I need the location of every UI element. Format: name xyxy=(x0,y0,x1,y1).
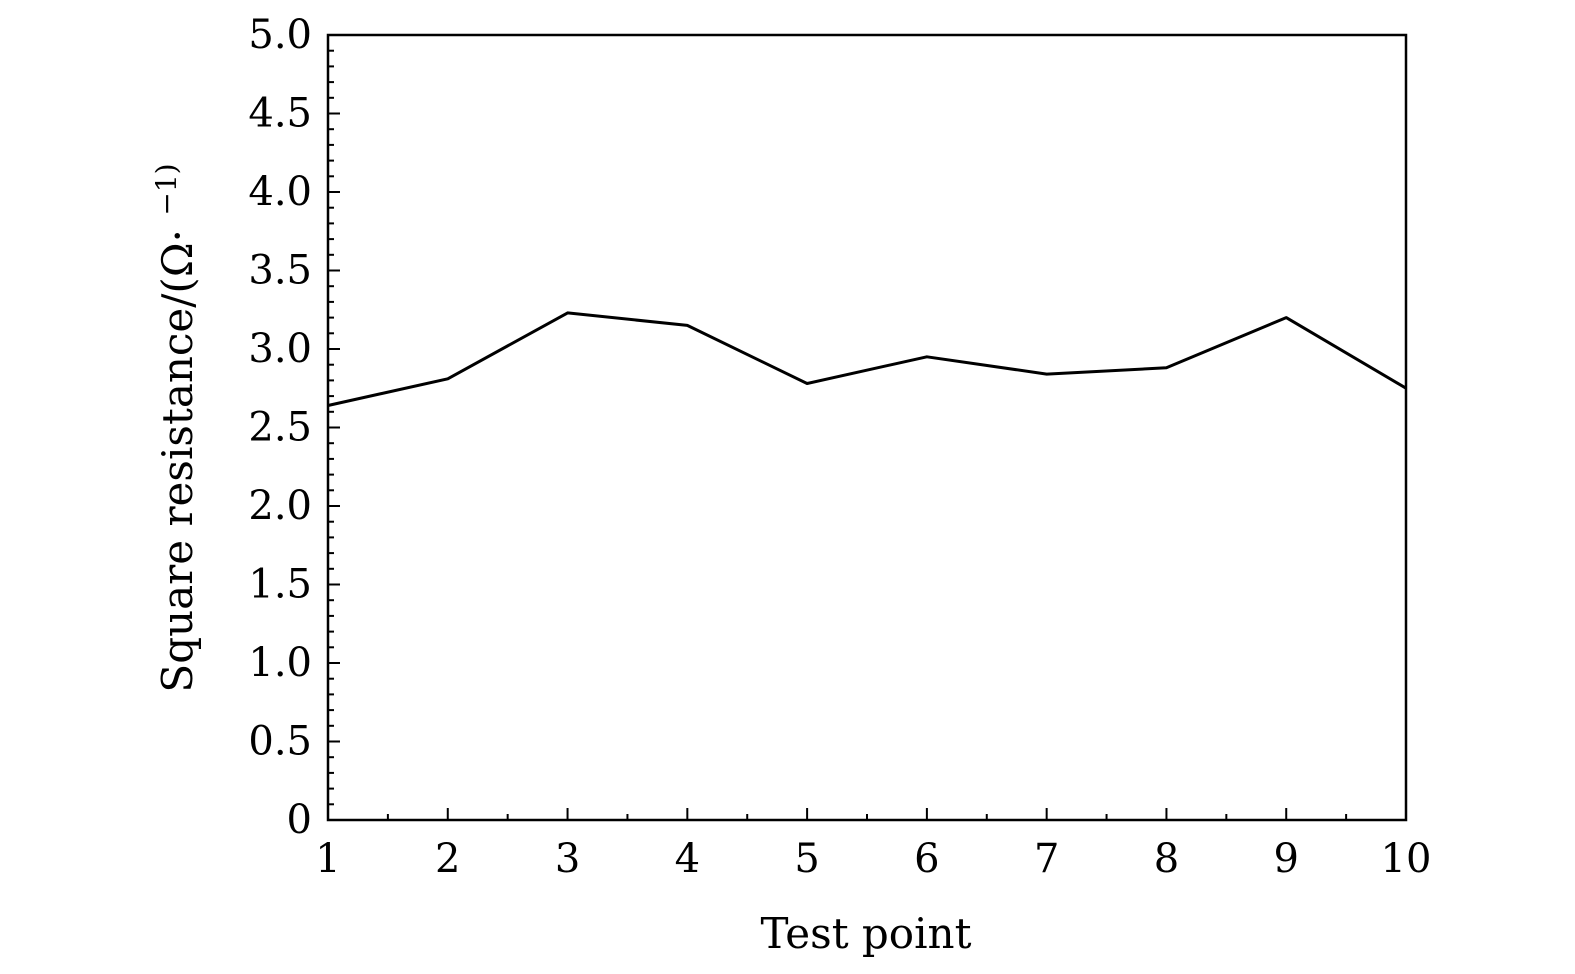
y-axis-label-main: Square resistance/(Ω· xyxy=(153,216,202,693)
x-tick-label: 7 xyxy=(1034,836,1059,882)
x-axis-label: Test point xyxy=(761,909,972,958)
y-tick-label: 5.0 xyxy=(248,12,312,58)
y-tick-label: 4.0 xyxy=(248,169,312,215)
y-axis-label-superscript: −1) xyxy=(150,163,183,215)
y-tick-label: 0.5 xyxy=(248,719,312,765)
x-tick-labels: 1 2 3 4 5 6 7 8 9 10 xyxy=(315,836,1431,882)
y-tick-label: 2.5 xyxy=(248,405,312,451)
y-tick-label: 0 xyxy=(287,797,312,843)
series-line xyxy=(327,311,1407,407)
major-ticks xyxy=(327,34,1407,821)
x-tick-label: 8 xyxy=(1154,836,1179,882)
x-tick-label: 3 xyxy=(555,836,580,882)
x-tick-label: 6 xyxy=(914,836,939,882)
x-tick-label: 9 xyxy=(1273,836,1298,882)
y-tick-label: 1.5 xyxy=(248,562,312,608)
y-axis-label: Square resistance/(Ω· −1) xyxy=(150,163,202,692)
x-tick-label: 1 xyxy=(315,836,340,882)
y-tick-label: 1.0 xyxy=(248,640,312,686)
x-tick-label: 2 xyxy=(435,836,460,882)
x-tick-label: 4 xyxy=(675,836,700,882)
y-tick-label: 3.5 xyxy=(248,248,312,294)
x-tick-label: 5 xyxy=(794,836,819,882)
y-tick-label: 4.5 xyxy=(248,91,312,137)
y-tick-label: 3.0 xyxy=(248,326,312,372)
x-tick-label: 10 xyxy=(1381,836,1432,882)
minor-ticks xyxy=(328,49,1348,820)
y-tick-label: 2.0 xyxy=(248,483,312,529)
y-tick-labels: 0 0.5 1.0 1.5 2.0 2.5 3.0 3.5 4.0 4.5 5.0 xyxy=(248,12,312,843)
plot-frame xyxy=(326,33,1408,822)
